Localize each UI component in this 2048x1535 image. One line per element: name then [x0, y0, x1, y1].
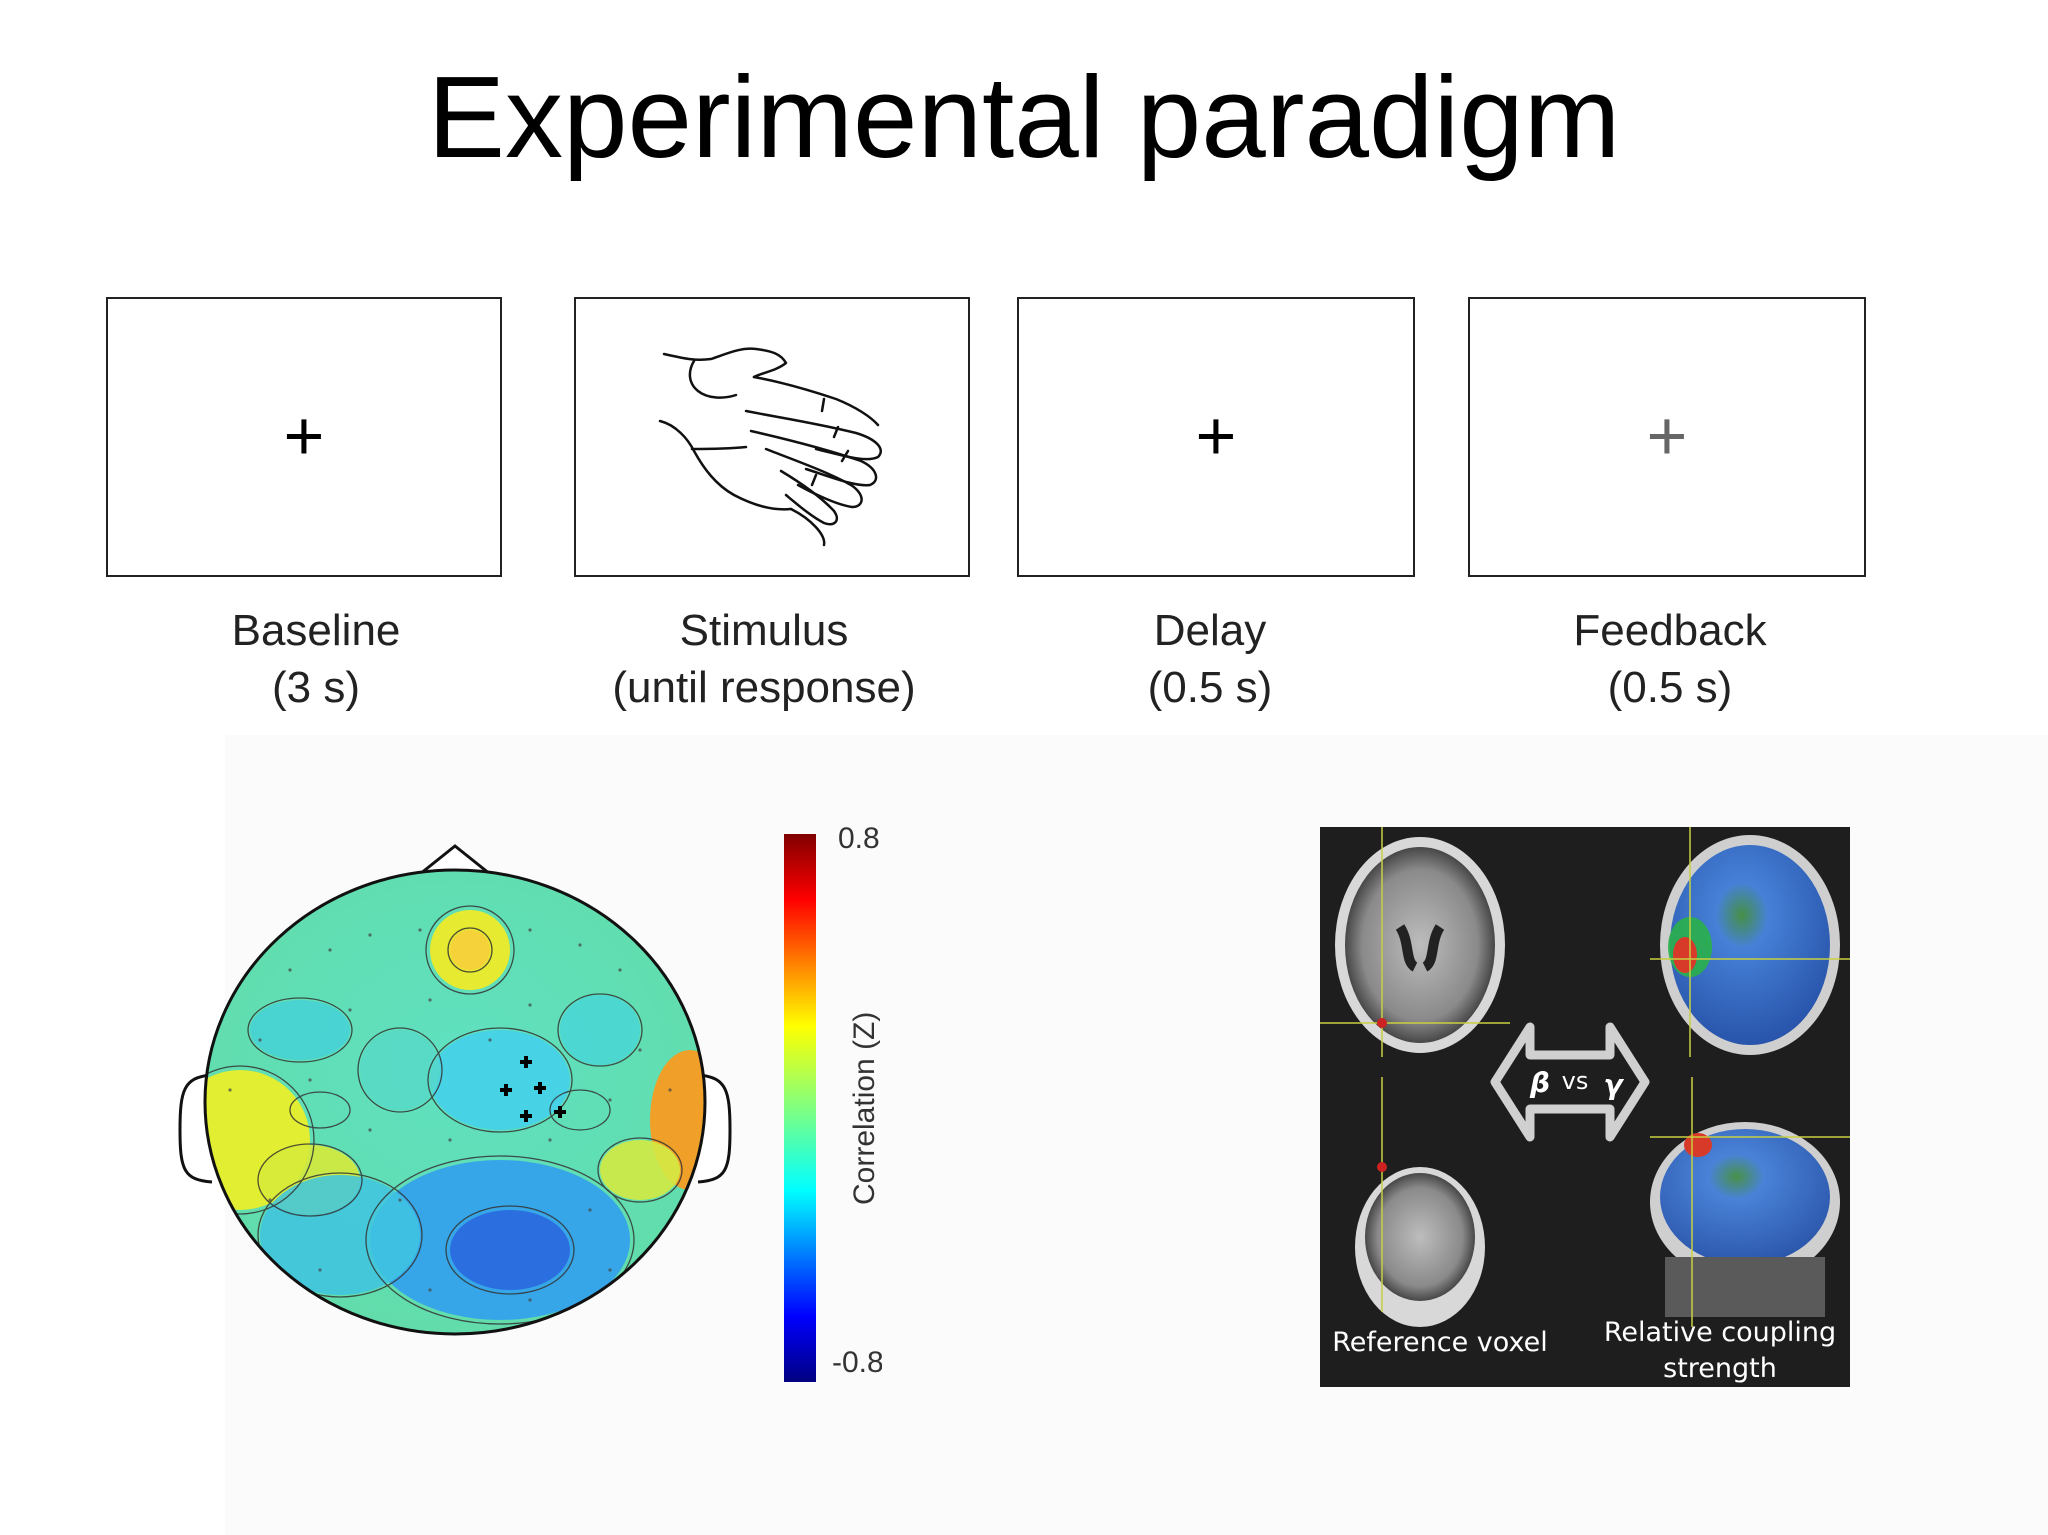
hand-icon — [658, 347, 882, 547]
phase-duration: (0.5 s) — [1147, 663, 1273, 712]
stimulus-panel — [574, 297, 970, 577]
phase-label: Stimulus — [679, 606, 849, 655]
colorbar-axis-label: Correlation (Z) — [848, 1011, 881, 1205]
stimulus-caption: Stimulus (until response) — [544, 602, 984, 716]
baseline-panel: + — [106, 297, 502, 577]
baseline-caption: Baseline (3 s) — [106, 602, 526, 716]
fixation-cross-icon: + — [1195, 396, 1237, 475]
phase-label: Baseline — [231, 606, 401, 655]
delay-panel: + — [1017, 297, 1415, 577]
fixation-cross-icon: + — [283, 396, 325, 475]
mri-illustration — [1320, 827, 1850, 1327]
coupling-caption-line1: Relative coupling — [1603, 1317, 1837, 1348]
beta-symbol: β — [1529, 1066, 1551, 1099]
feedback-caption: Feedback (0.5 s) — [1470, 602, 1870, 716]
phase-label: Delay — [1153, 606, 1267, 655]
feedback-panel: + — [1468, 297, 1866, 577]
phase-duration: (3 s) — [272, 663, 360, 712]
colorbar-max-label: 0.8 — [838, 822, 880, 855]
phase-duration: (until response) — [612, 663, 916, 712]
double-arrow-icon — [1490, 1022, 1650, 1142]
fixation-cross-icon: + — [1646, 396, 1688, 475]
colorbar — [784, 834, 816, 1382]
phase-label: Feedback — [1573, 606, 1767, 655]
vs-label: vs — [1561, 1067, 1589, 1095]
delay-caption: Delay (0.5 s) — [1010, 602, 1410, 716]
reference-voxel-caption: Reference voxel — [1332, 1327, 1548, 1358]
electrode-markers — [500, 1056, 566, 1122]
coupling-caption-line2: strength — [1663, 1353, 1777, 1384]
page-title: Experimental paradigm — [427, 52, 1621, 182]
colorbar-min-label: -0.8 — [832, 1346, 882, 1379]
phase-duration: (0.5 s) — [1607, 663, 1733, 712]
eeg-topomap — [178, 844, 732, 1336]
mri-panel: β vs γ Reference voxel Relative coupling… — [1320, 827, 1850, 1387]
gamma-symbol: γ — [1603, 1068, 1623, 1101]
